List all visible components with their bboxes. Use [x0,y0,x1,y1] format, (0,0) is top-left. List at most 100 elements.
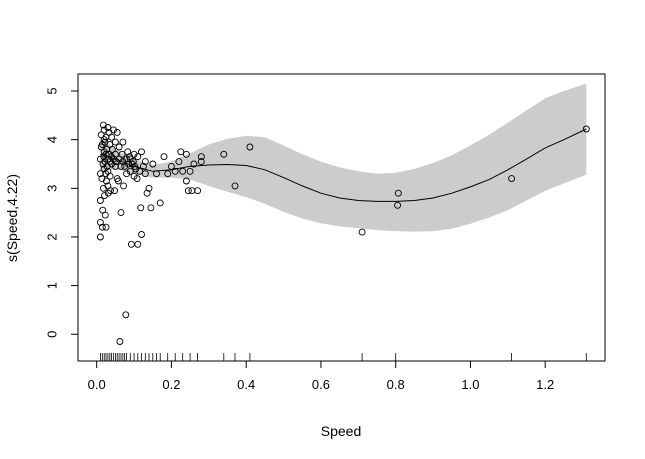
residual-point [171,167,179,175]
residual-point [197,153,205,161]
residual-point [108,145,116,153]
residual-point [190,160,198,168]
residual-point [129,158,137,166]
residual-point [136,167,144,175]
x-tick-label: 0.6 [312,377,330,392]
residual-point [120,182,128,190]
x-tick-label: 0.8 [387,377,405,392]
residual-point [117,162,125,170]
residual-point [188,187,196,195]
residual-point [121,162,129,170]
residual-point [246,143,254,151]
y-tick-label: 5 [45,87,60,94]
residual-point [139,162,147,170]
residual-point [508,175,516,183]
residual-point [96,233,104,241]
residual-point [113,128,121,136]
residual-point [96,218,104,226]
residual-point [582,125,590,133]
residual-point [127,240,135,248]
x-tick-label: 0.2 [162,377,180,392]
residual-point [123,170,131,178]
residual-point [197,158,205,166]
residual-point [184,187,192,195]
residual-point [175,158,183,166]
residual-point [149,160,157,168]
residual-point [167,162,175,170]
residual-point [141,170,149,178]
residual-point [194,187,202,195]
x-tick-label: 0.0 [88,377,106,392]
x-tick-label: 1.0 [461,377,479,392]
x-tick-label: 1.2 [536,377,554,392]
residual-point [138,231,145,238]
residual-point [114,177,122,185]
residual-point [124,148,132,156]
residual-point [177,148,185,156]
x-axis-title: Speed [321,423,361,439]
residual-point [394,201,402,209]
rug-layer [100,353,587,361]
confidence-band-layer [100,83,587,232]
residual-point [102,223,110,231]
residual-point [160,153,168,161]
residual-point [147,204,155,212]
residual-point [134,153,142,161]
residual-point [145,184,153,192]
residual-point [102,177,110,185]
y-tick-label: 4 [45,136,60,143]
residual-point [96,170,104,178]
residual-point [137,204,145,212]
residual-point [143,189,151,197]
residual-point [122,311,130,319]
residual-point [111,187,119,195]
x-tick-label: 0.4 [237,377,255,392]
residual-point [358,228,366,236]
residual-point [101,192,108,200]
y-tick-label: 3 [45,185,60,192]
residual-point [182,177,190,185]
residual-point [107,187,114,195]
residual-point [220,150,228,158]
residual-point [179,167,187,175]
residual-point [104,124,112,131]
residual-point [134,240,142,248]
residual-point [116,338,124,345]
y-tick-label: 0 [45,331,60,338]
residual-point [231,182,239,190]
smooth-curve-layer [100,128,587,202]
residual-point [130,150,138,158]
residual-point [141,158,149,166]
residual-point [106,172,114,180]
residual-point [182,150,190,158]
residual-point [117,209,125,217]
y-tick-label: 1 [45,282,60,289]
residual-point [115,143,123,151]
residual-point [111,150,119,158]
residual-point [118,150,126,158]
residual-point [96,197,104,204]
y-tick-label: 2 [45,233,60,240]
residual-point [119,138,127,146]
residual-point [101,211,109,219]
residual-point [394,189,402,197]
residual-point [138,148,145,156]
y-axis: 0 1 2 3 4 5 [45,87,79,338]
partial-residuals-layer [96,121,590,345]
residual-point [133,175,141,183]
residual-point [153,170,160,178]
residual-point [98,223,106,231]
residual-point [186,167,194,175]
residual-point [164,170,172,178]
y-axis-title: s(Speed,4.22) [4,174,20,262]
residual-point [111,138,119,146]
confidence-band [100,83,587,232]
residual-point [132,165,140,173]
x-axis: 0.0 0.2 0.4 0.6 0.8 1.0 1.2 [88,360,554,392]
smooth-curve [100,128,587,202]
residual-point [102,150,110,158]
residual-point [108,133,116,141]
residual-point [156,199,164,207]
residual-point [126,167,134,175]
